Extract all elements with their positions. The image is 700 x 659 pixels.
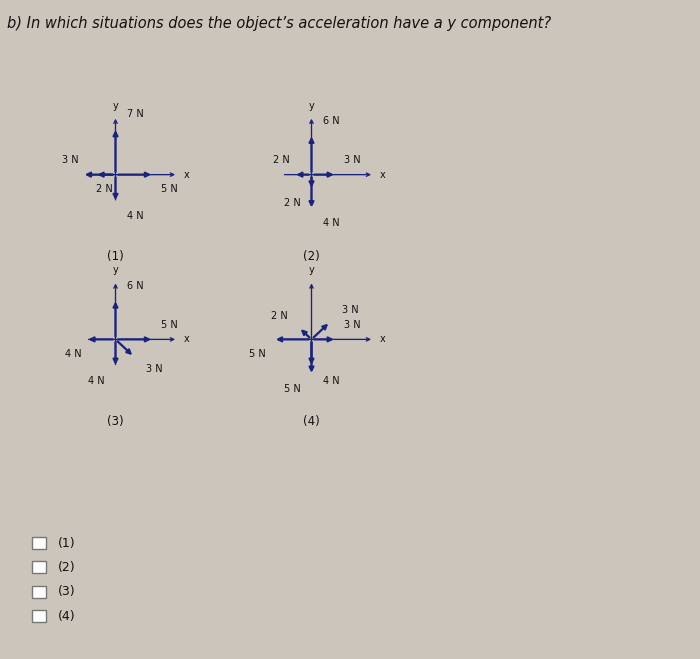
Text: (1): (1) <box>107 250 124 263</box>
FancyBboxPatch shape <box>32 586 46 598</box>
Text: (4): (4) <box>58 610 76 623</box>
Text: 5 N: 5 N <box>284 384 300 393</box>
Text: 4 N: 4 N <box>127 211 144 221</box>
FancyBboxPatch shape <box>32 537 46 549</box>
Text: 3 N: 3 N <box>344 156 360 165</box>
Text: 4 N: 4 N <box>88 376 104 386</box>
Text: 7 N: 7 N <box>127 109 144 119</box>
Text: (3): (3) <box>58 585 76 598</box>
Text: 4 N: 4 N <box>65 349 82 358</box>
Text: 6 N: 6 N <box>127 281 144 291</box>
Text: y: y <box>309 266 314 275</box>
Text: 4 N: 4 N <box>323 376 339 386</box>
Text: (3): (3) <box>107 415 124 428</box>
FancyBboxPatch shape <box>32 561 46 573</box>
Text: 5 N: 5 N <box>249 349 266 358</box>
Text: 5 N: 5 N <box>161 184 178 194</box>
Text: 3 N: 3 N <box>342 305 358 315</box>
Text: y: y <box>113 266 118 275</box>
Text: (1): (1) <box>58 536 76 550</box>
Text: 5 N: 5 N <box>161 320 178 330</box>
Text: 6 N: 6 N <box>323 116 339 126</box>
FancyBboxPatch shape <box>32 610 46 622</box>
Text: b) In which situations does the object’s acceleration have a y component?: b) In which situations does the object’s… <box>7 16 551 32</box>
Text: 3 N: 3 N <box>146 364 162 374</box>
Text: 3 N: 3 N <box>62 156 78 165</box>
Text: (2): (2) <box>58 561 76 574</box>
Text: y: y <box>113 101 118 111</box>
Text: x: x <box>183 169 189 180</box>
Text: y: y <box>309 101 314 111</box>
Text: (2): (2) <box>303 250 320 263</box>
Text: 2 N: 2 N <box>271 310 288 321</box>
Text: 2 N: 2 N <box>284 198 300 208</box>
Text: (4): (4) <box>303 415 320 428</box>
Text: 3 N: 3 N <box>344 320 360 330</box>
Text: x: x <box>379 334 385 345</box>
Text: x: x <box>379 169 385 180</box>
Text: 4 N: 4 N <box>323 218 339 228</box>
Text: 2 N: 2 N <box>96 184 113 194</box>
Text: x: x <box>183 334 189 345</box>
Text: 2 N: 2 N <box>273 156 290 165</box>
